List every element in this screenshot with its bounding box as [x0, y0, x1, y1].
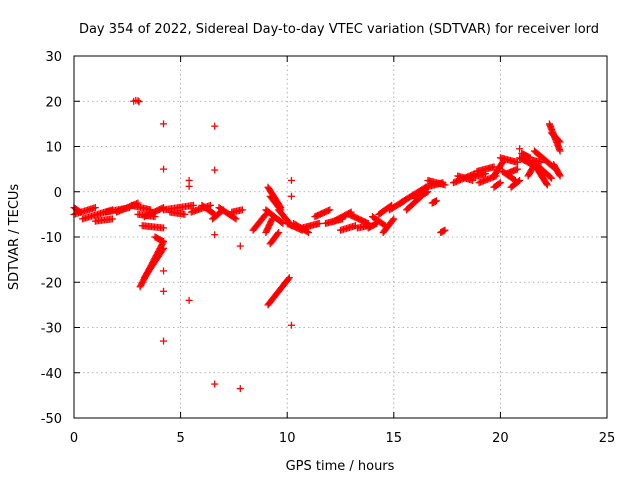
data-point	[236, 385, 244, 393]
data-point	[543, 181, 551, 189]
x-axis-label: GPS time / hours	[286, 459, 395, 474]
x-tick-label: 25	[599, 431, 616, 446]
data-point	[546, 173, 554, 181]
data-point	[231, 214, 239, 222]
axis-ticks: 0 5 10 15 20 25 -50 -40 -30 -20 -10 0 10 20 30	[41, 50, 616, 446]
x-tick-label: 15	[386, 431, 403, 446]
data-point	[556, 138, 564, 146]
data-point	[160, 244, 168, 252]
y-tick-label: -20	[41, 276, 62, 291]
data-point	[211, 231, 219, 239]
data-point	[284, 275, 292, 283]
data-point	[134, 97, 142, 105]
data-point	[441, 226, 449, 234]
data-point	[305, 228, 313, 236]
grid	[74, 56, 607, 418]
data-point	[185, 296, 193, 304]
y-tick-label: -10	[41, 231, 62, 246]
data-point	[555, 171, 563, 179]
data-point	[160, 224, 168, 232]
data-point	[495, 180, 503, 188]
data-point	[543, 180, 551, 188]
data-point	[211, 380, 219, 388]
data-point	[513, 165, 521, 173]
data-point	[160, 165, 168, 173]
data-point	[555, 137, 563, 145]
data-point	[185, 182, 193, 190]
data-point	[326, 206, 334, 214]
y-tick-label: -50	[41, 412, 62, 427]
data-point	[108, 215, 116, 223]
data-point	[287, 321, 295, 329]
data-point	[236, 242, 244, 250]
data-point	[211, 166, 219, 174]
data-point	[274, 230, 282, 238]
x-tick-label: 20	[492, 431, 509, 446]
data-point	[159, 246, 167, 254]
data-point	[432, 197, 440, 205]
y-axis-label: SDTVAR / TECUs	[7, 184, 22, 291]
data-point	[275, 228, 283, 236]
data-marks	[70, 96, 564, 393]
data-point	[160, 120, 168, 128]
data-point	[556, 147, 564, 155]
y-tick-label: -30	[41, 322, 62, 337]
y-tick-label: 30	[45, 50, 62, 65]
data-point	[424, 188, 432, 196]
data-point	[315, 219, 323, 227]
data-point	[160, 287, 168, 295]
data-point	[160, 337, 168, 345]
y-tick-label: 0	[54, 186, 62, 201]
data-point	[206, 201, 214, 209]
data-point	[189, 201, 197, 209]
data-point	[516, 176, 524, 184]
data-point	[441, 181, 449, 189]
y-tick-label: 10	[45, 141, 62, 156]
y-tick-label: 20	[45, 95, 62, 110]
data-point	[285, 274, 293, 282]
data-point	[160, 267, 168, 275]
data-point	[389, 216, 397, 224]
data-point	[181, 210, 189, 218]
data-point	[516, 145, 524, 153]
data-point	[160, 238, 168, 246]
chart-title: Day 354 of 2022, Sidereal Day-to-day VTE…	[79, 22, 599, 37]
data-point	[287, 192, 295, 200]
data-point	[548, 174, 556, 182]
data-point	[278, 218, 286, 226]
data-point	[232, 215, 240, 223]
data-point	[287, 176, 295, 184]
data-point	[261, 212, 269, 220]
data-point	[537, 158, 545, 166]
data-point	[135, 98, 143, 106]
data-point	[185, 176, 193, 184]
x-tick-label: 0	[70, 431, 78, 446]
data-point	[211, 122, 219, 130]
data-point	[91, 204, 99, 212]
data-point	[556, 172, 564, 180]
data-point	[513, 158, 521, 166]
y-tick-label: -40	[41, 367, 62, 382]
x-tick-label: 5	[176, 431, 184, 446]
data-point	[496, 179, 504, 187]
data-point	[238, 206, 246, 214]
data-point	[514, 177, 522, 185]
x-tick-label: 10	[279, 431, 296, 446]
data-point	[268, 215, 276, 223]
data-point	[390, 215, 398, 223]
